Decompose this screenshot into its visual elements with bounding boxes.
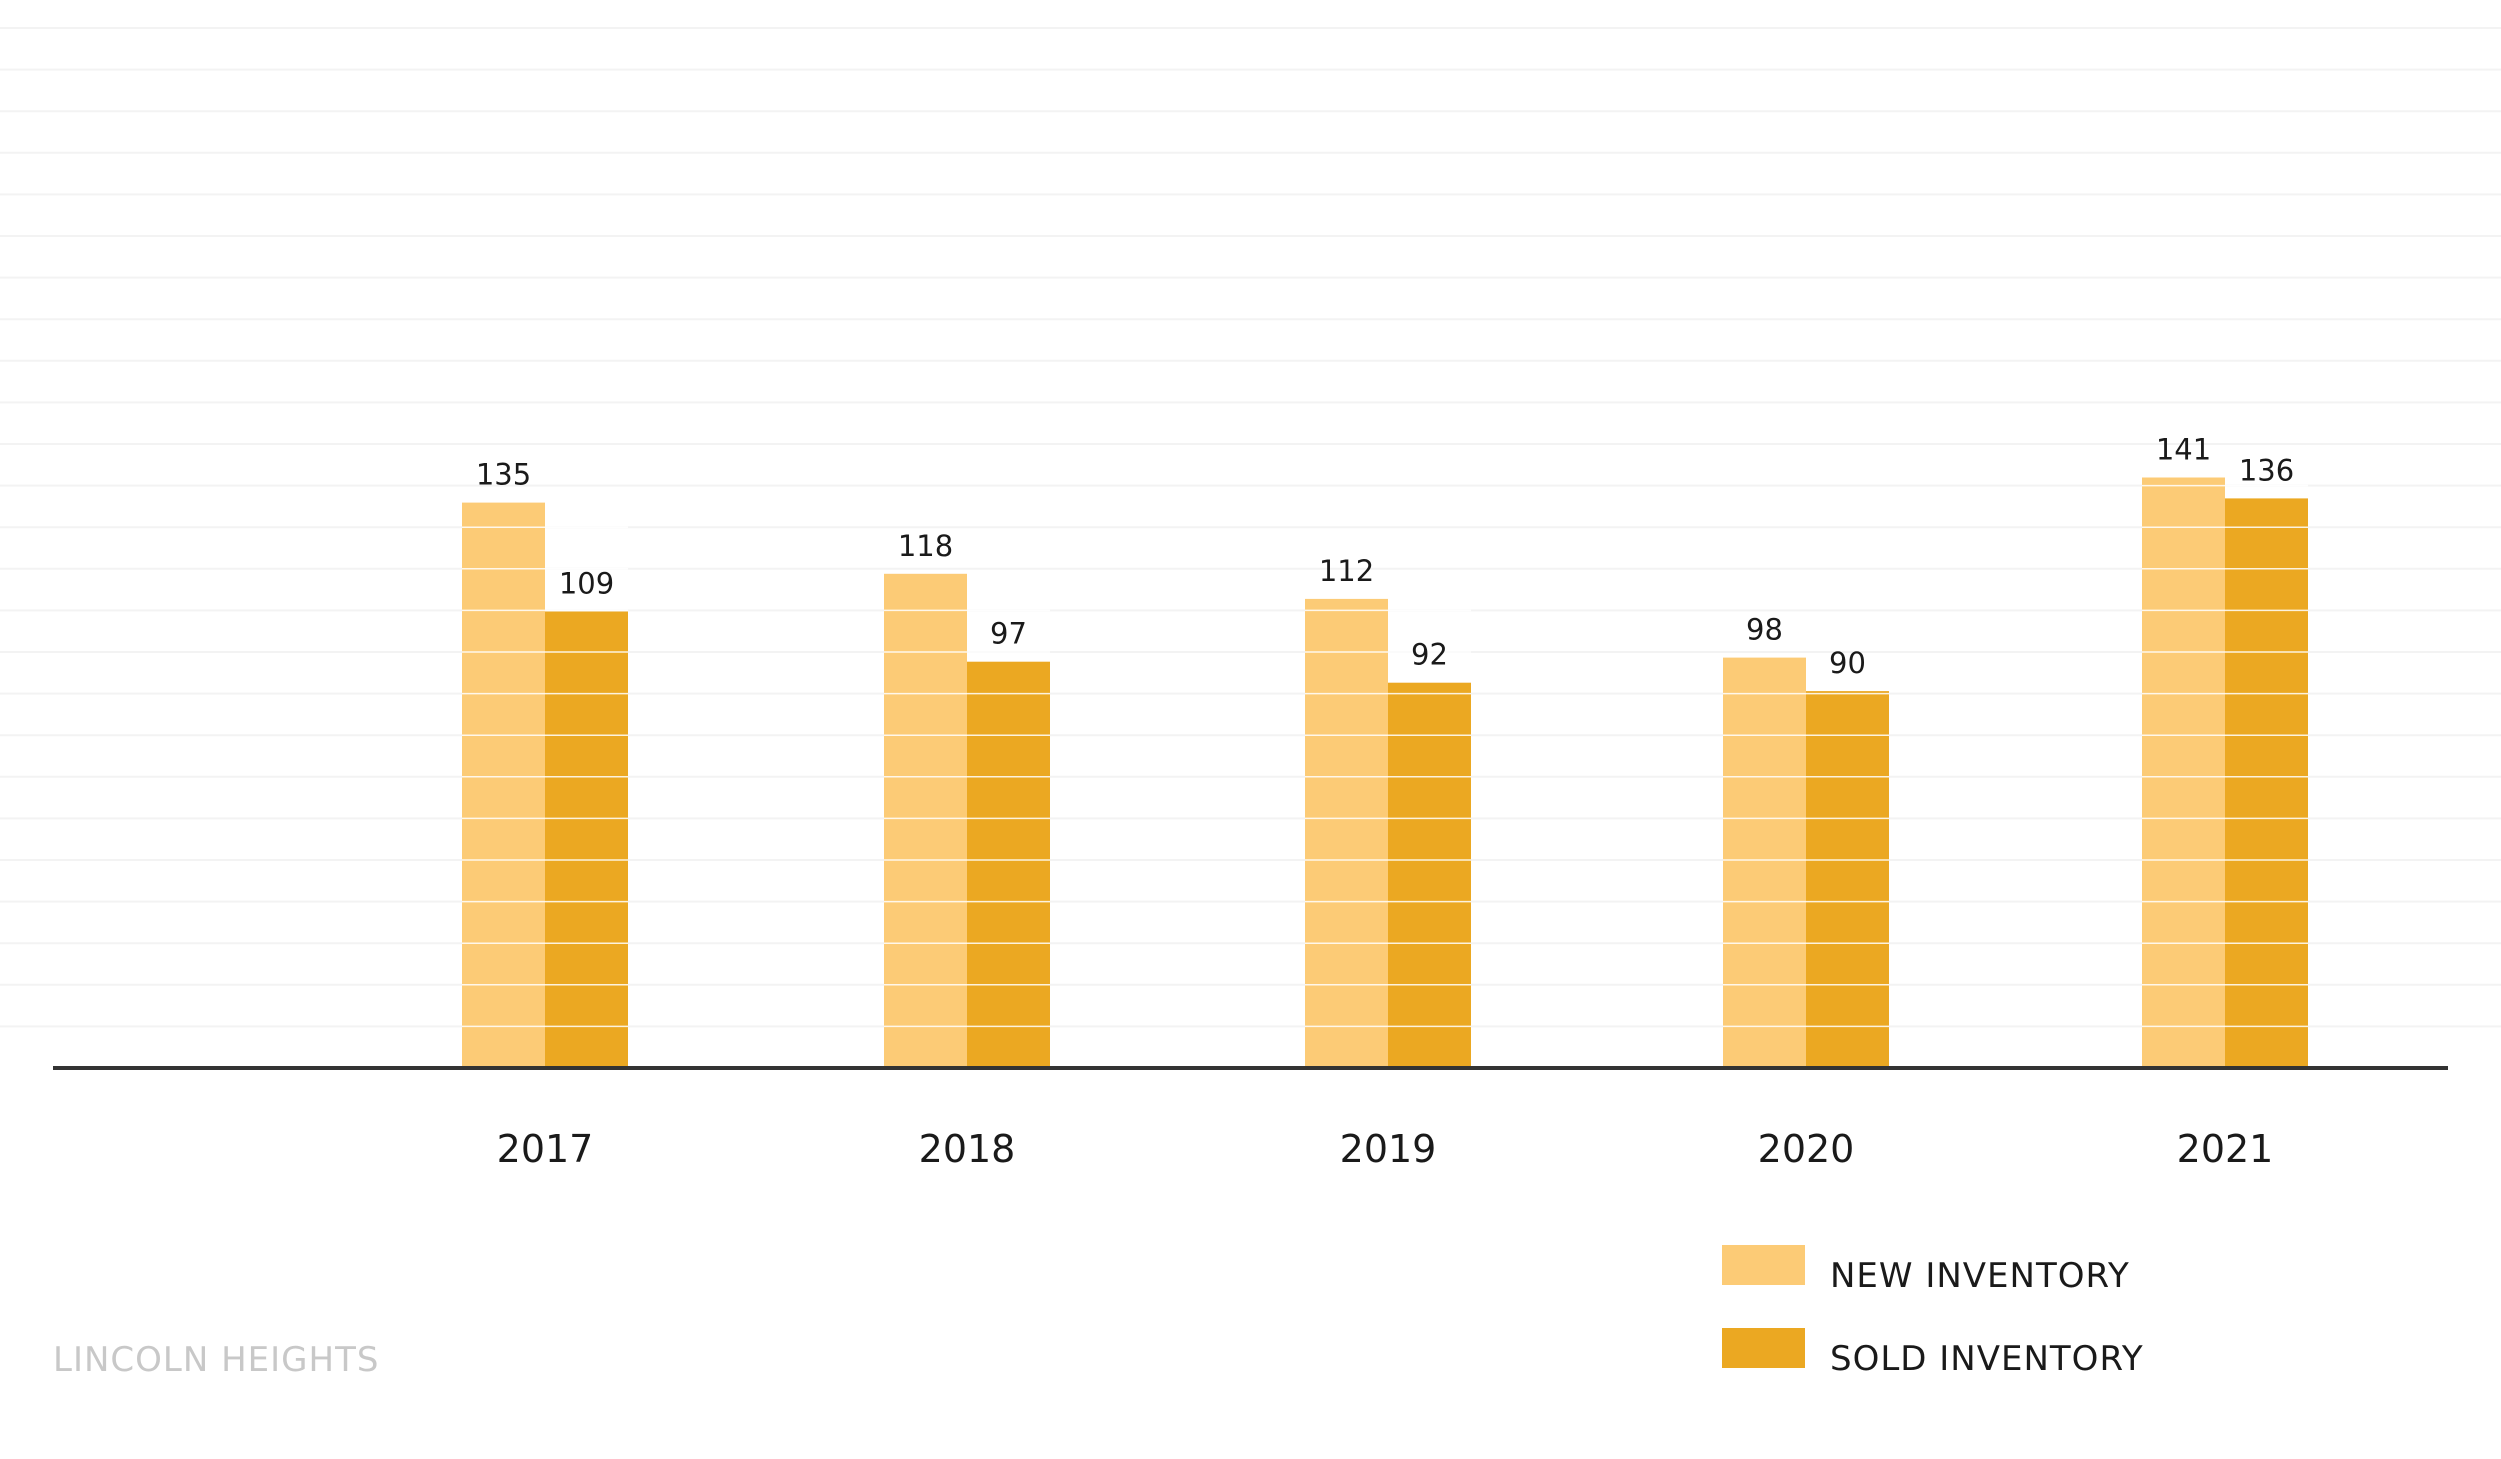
legend-label-sold-inventory: SOLD INVENTORY bbox=[1830, 1339, 2144, 1379]
value-label-new-2017: 135 bbox=[476, 458, 531, 492]
value-label-sold-2020: 90 bbox=[1829, 646, 1866, 680]
legend-label-new-inventory: NEW INVENTORY bbox=[1830, 1256, 2130, 1296]
bar-new-2020 bbox=[1723, 657, 1806, 1068]
legend-swatch-sold-inventory bbox=[1722, 1328, 1805, 1368]
bars bbox=[462, 477, 2308, 1069]
bar-new-2021 bbox=[2142, 477, 2225, 1068]
bar-sold-2018 bbox=[967, 661, 1050, 1068]
bar-sold-2021 bbox=[2225, 498, 2308, 1068]
neighborhood-label: LINCOLN HEIGHTS bbox=[53, 1340, 379, 1380]
bar-sold-2017 bbox=[545, 611, 628, 1068]
bar-sold-2019 bbox=[1388, 682, 1471, 1068]
legend-swatch-new-inventory bbox=[1722, 1245, 1805, 1285]
value-labels: 135 109 118 97 112 92 98 90 141 136 bbox=[476, 433, 2294, 681]
bar-new-2019 bbox=[1305, 598, 1388, 1068]
bar-new-2018 bbox=[884, 573, 967, 1068]
value-label-sold-2021: 136 bbox=[2239, 453, 2294, 487]
x-tick-2019: 2019 bbox=[1340, 1127, 1437, 1171]
value-label-sold-2019: 92 bbox=[1411, 638, 1448, 672]
x-axis-tick-labels: 2017 2018 2019 2020 2021 bbox=[497, 1127, 2274, 1171]
value-label-new-2018: 118 bbox=[898, 529, 953, 563]
gridlines bbox=[0, 27, 2501, 1028]
legend: NEW INVENTORY SOLD INVENTORY bbox=[1722, 1245, 2144, 1379]
bar-new-2017 bbox=[462, 502, 545, 1069]
value-label-new-2019: 112 bbox=[1319, 554, 1374, 588]
x-tick-2021: 2021 bbox=[2177, 1127, 2274, 1171]
bar-sold-2020 bbox=[1806, 691, 1889, 1068]
value-label-sold-2017: 109 bbox=[559, 567, 614, 601]
value-label-new-2020: 98 bbox=[1746, 613, 1783, 647]
x-tick-2020: 2020 bbox=[1758, 1127, 1855, 1171]
x-tick-2018: 2018 bbox=[919, 1127, 1016, 1171]
value-label-sold-2018: 97 bbox=[990, 617, 1027, 651]
bar-stripes bbox=[462, 484, 2308, 1028]
value-label-new-2021: 141 bbox=[2156, 433, 2211, 467]
x-tick-2017: 2017 bbox=[497, 1127, 594, 1171]
